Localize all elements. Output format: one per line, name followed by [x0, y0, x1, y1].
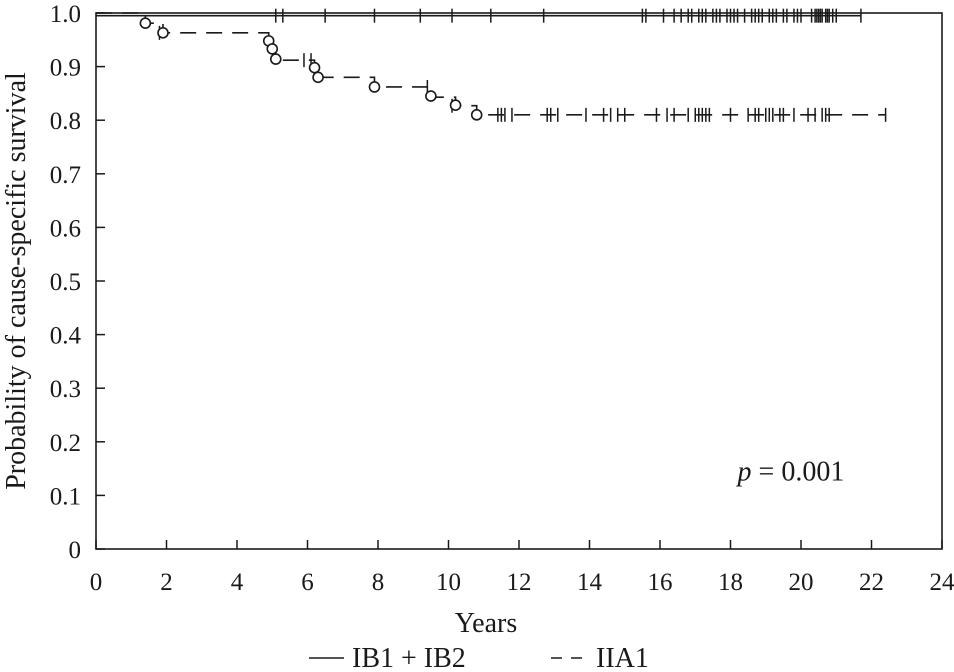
- x-tick-label: 12: [507, 569, 532, 596]
- y-tick-label: 0.5: [50, 269, 81, 296]
- x-tick-label: 24: [930, 569, 954, 596]
- x-tick-label: 10: [436, 569, 461, 596]
- x-tick-label: 14: [577, 569, 603, 596]
- event-marker: [425, 90, 437, 102]
- x-tick-label: 4: [231, 569, 244, 596]
- p-value-annotation: p = 0.001: [736, 456, 845, 487]
- legend-label-ib1-ib2: IB1 + IB2: [352, 643, 466, 672]
- y-tick-label: 0.4: [50, 323, 82, 350]
- series-layer: [96, 8, 887, 122]
- y-tick-label: 1.0: [50, 1, 81, 28]
- event-marker: [157, 27, 169, 39]
- y-tick-label: 0.7: [50, 162, 81, 189]
- x-tick-label: 6: [301, 569, 314, 596]
- x-tick-label: 2: [160, 569, 173, 596]
- x-tick-label: 0: [90, 569, 103, 596]
- event-marker: [266, 43, 279, 55]
- p-value: = 0.001: [752, 456, 845, 487]
- p-symbol: p: [736, 456, 752, 487]
- x-tick-label: 8: [372, 569, 385, 596]
- axis-layer: 0 2 4 6 8 10 12 14 16 18 20 22 2400.10.20.30.40.50.6…: [50, 1, 954, 596]
- event-marker: [139, 17, 152, 29]
- y-tick-label: 0.2: [50, 430, 81, 457]
- event-marker: [269, 53, 282, 65]
- y-tick-label: 0.6: [50, 215, 81, 242]
- y-tick-label: 0.9: [50, 55, 81, 82]
- legend-label-iia1: IIA1: [596, 643, 649, 672]
- y-tick-label: 0.8: [50, 108, 81, 135]
- series-ib1-ib2: [96, 8, 862, 23]
- y-tick-label: 0.3: [50, 376, 81, 403]
- x-tick-label: 20: [789, 569, 814, 596]
- x-tick-label: 16: [648, 569, 673, 596]
- y-axis-title: Probability of cause-specific survival: [1, 72, 32, 490]
- y-tick-label: 0.1: [50, 483, 81, 510]
- y-tick-label: 0: [69, 537, 82, 564]
- event-marker: [312, 71, 324, 84]
- event-marker: [308, 61, 321, 74]
- survival-curve-iia1: [96, 12, 886, 116]
- event-marker: [368, 81, 381, 93]
- x-tick-label: 18: [718, 569, 743, 596]
- series-iia1: [96, 12, 887, 122]
- legend: IB1 + IB2 IIA1: [309, 643, 649, 672]
- x-axis-title: Years: [455, 608, 518, 639]
- event-marker: [449, 99, 462, 111]
- x-tick-label: 22: [859, 569, 884, 596]
- event-marker: [470, 109, 483, 121]
